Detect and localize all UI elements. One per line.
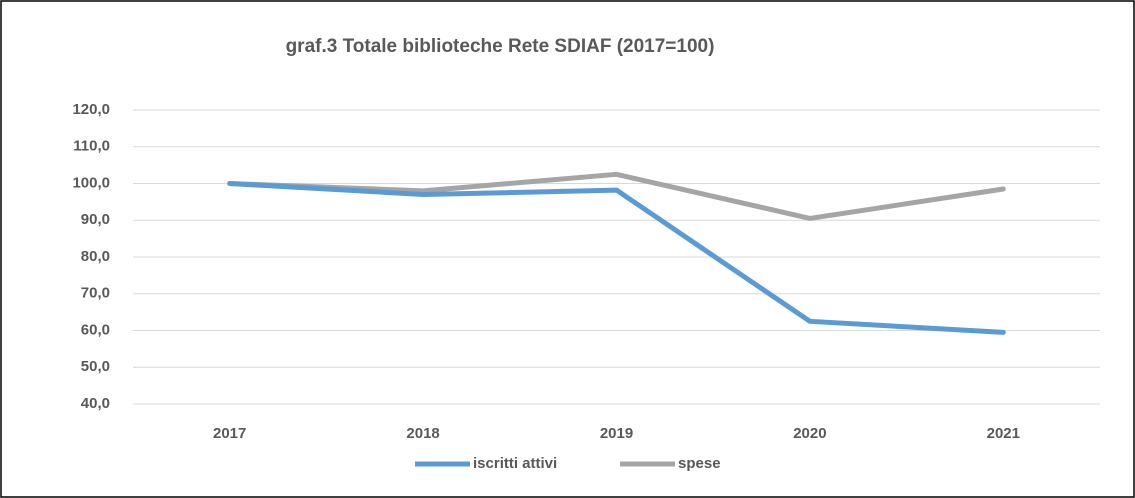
legend-label: spese	[678, 455, 721, 472]
y-tick-label: 90,0	[81, 211, 110, 228]
x-tick-label: 2020	[793, 425, 826, 442]
y-tick-label: 40,0	[81, 395, 110, 412]
y-tick-label: 70,0	[81, 285, 110, 302]
y-tick-label: 60,0	[81, 321, 110, 338]
x-tick-label: 2021	[987, 425, 1020, 442]
y-tick-label: 120,0	[72, 101, 110, 118]
legend-label: iscritti attivi	[473, 455, 557, 472]
data-line	[227, 181, 1006, 335]
chart-title: graf.3 Totale biblioteche Rete SDIAF (20…	[286, 36, 715, 57]
y-tick-label: 110,0	[73, 138, 110, 155]
y-tick-label: 50,0	[81, 358, 110, 375]
x-tick-label: 2018	[406, 425, 439, 442]
x-tick-label: 2019	[600, 425, 633, 442]
x-tick-label: 2017	[213, 425, 246, 442]
y-tick-label: 80,0	[81, 248, 110, 265]
y-tick-label: 100,0	[72, 174, 110, 191]
